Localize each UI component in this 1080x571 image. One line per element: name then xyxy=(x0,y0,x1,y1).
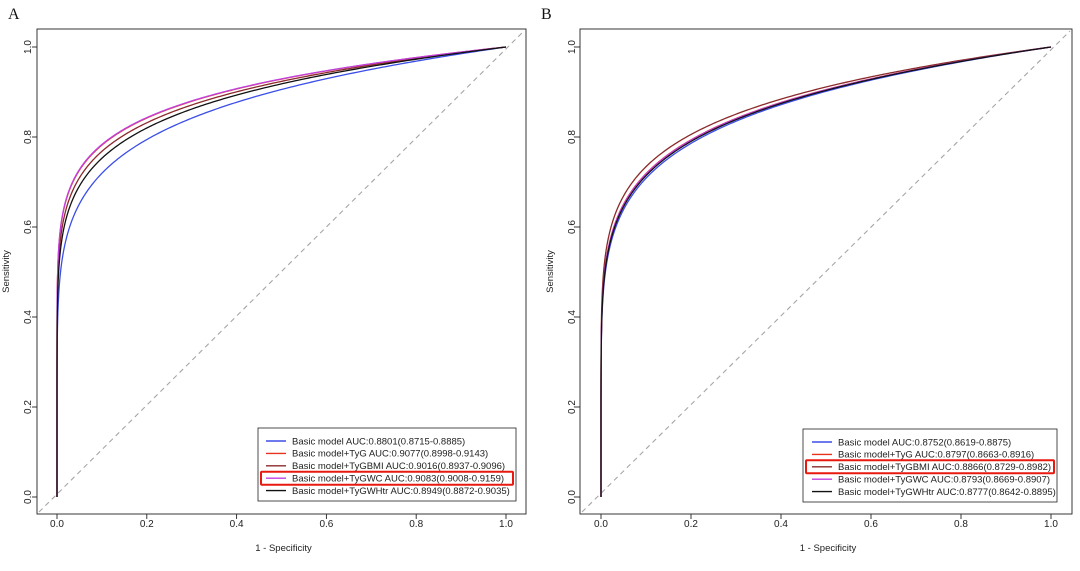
legend-box xyxy=(257,427,517,502)
x-tick-label: 0.2 xyxy=(140,519,154,530)
legend-entry: Basic model+TyG AUC:0.9077(0.8998-0.9143… xyxy=(292,449,488,460)
panel-b: B 0.0 0.2 0.4 0.6 0.8 1.0 0.0 0.2 0.4 0.6 0.8 1.0 1 -… xyxy=(541,6,1073,554)
legend: Basic model AUC:0.8752(0.8619-0.8875) Bas… xyxy=(802,428,1058,503)
legend-entry: Basic model+TyGWHtr AUC:0.8949(0.8872-0.… xyxy=(292,486,510,497)
roc-curves xyxy=(600,46,1052,497)
x-tick-label: 0.0 xyxy=(50,519,64,530)
legend-entry: Basic model AUC:0.8752(0.8619-0.8875) xyxy=(838,437,1011,448)
roc-curve-basic-model-tygbmi xyxy=(600,46,1052,497)
roc-curves xyxy=(56,46,507,497)
plot-frame xyxy=(579,28,1073,515)
y-tick-label: 0.6 xyxy=(23,220,34,234)
plot-frame xyxy=(36,28,527,515)
x-tick-label: 0.2 xyxy=(684,519,698,530)
y-tick-label: 0.2 xyxy=(567,400,578,414)
reference-diagonal xyxy=(38,30,525,513)
y-tick-label: 0.0 xyxy=(23,490,34,504)
legend-entry: Basic model+TyGWHtr AUC:0.8777(0.8642-0.… xyxy=(838,487,1056,498)
legend-highlight-box xyxy=(805,459,1055,475)
y-tick-label: 0.0 xyxy=(567,490,578,504)
panel-a: A 0.0 0.2 0.4 0.6 0.8 1.0 0.0 0.2 0.4 0.6 0.8 1.0 1 -… xyxy=(1,6,527,554)
roc-curve-basic-model-tygwc xyxy=(56,46,507,497)
panel-letter: A xyxy=(8,6,20,23)
x-tick-label: 0.4 xyxy=(230,519,244,530)
x-tick-label: 0.4 xyxy=(774,519,788,530)
x-tick-label: 0.8 xyxy=(409,519,423,530)
y-tick-label: 0.8 xyxy=(567,130,578,144)
x-tick-label: 0.6 xyxy=(864,519,878,530)
x-tick-label: 0.6 xyxy=(319,519,333,530)
legend-entry: Basic model+TyGBMI AUC:0.8866(0.8729-0.8… xyxy=(838,462,1051,473)
legend-entry: Basic model+TyGWC AUC:0.9083(0.9008-0.91… xyxy=(292,474,504,485)
y-tick-label: 0.4 xyxy=(23,310,34,324)
y-tick-label: 1.0 xyxy=(567,40,578,54)
legend-entry: Basic model+TyGBMI AUC:0.9016(0.8937-0.9… xyxy=(292,461,505,472)
x-axis-title: 1 - Specificity xyxy=(800,543,857,554)
x-tick-label: 0.0 xyxy=(594,519,608,530)
panel-letter: B xyxy=(541,6,552,23)
reference-diagonal xyxy=(581,30,1071,513)
legend-entry: Basic model+TyGWC AUC:0.8793(0.8669-0.89… xyxy=(838,475,1050,486)
y-tick-label: 0.6 xyxy=(567,220,578,234)
x-tick-label: 1.0 xyxy=(1044,519,1058,530)
x-axis-title: 1 - Specificity xyxy=(255,543,312,554)
legend-highlight-box xyxy=(260,470,514,486)
roc-curve-basic-model xyxy=(56,46,507,497)
legend: Basic model AUC:0.8801(0.8715-0.8885) Bas… xyxy=(257,427,517,502)
legend-entry: Basic model AUC:0.8801(0.8715-0.8885) xyxy=(292,436,465,447)
x-tick-label: 0.8 xyxy=(954,519,968,530)
y-axis-title: Sensitivity xyxy=(1,250,12,293)
y-tick-label: 0.2 xyxy=(23,400,34,414)
y-tick-label: 0.8 xyxy=(23,130,34,144)
roc-curve-basic-model-tygwhtr xyxy=(600,46,1052,497)
y-tick-label: 0.4 xyxy=(567,310,578,324)
roc-curve-basic-model-tygwhtr xyxy=(56,46,507,497)
y-tick-label: 1.0 xyxy=(23,40,34,54)
legend-entry: Basic model+TyG AUC:0.8797(0.8663-0.8916… xyxy=(838,450,1034,461)
roc-curve-basic-model-tygbmi xyxy=(56,46,507,497)
x-tick-label: 1.0 xyxy=(499,519,513,530)
legend-box xyxy=(802,428,1058,503)
y-axis-title: Sensitivity xyxy=(545,250,556,293)
